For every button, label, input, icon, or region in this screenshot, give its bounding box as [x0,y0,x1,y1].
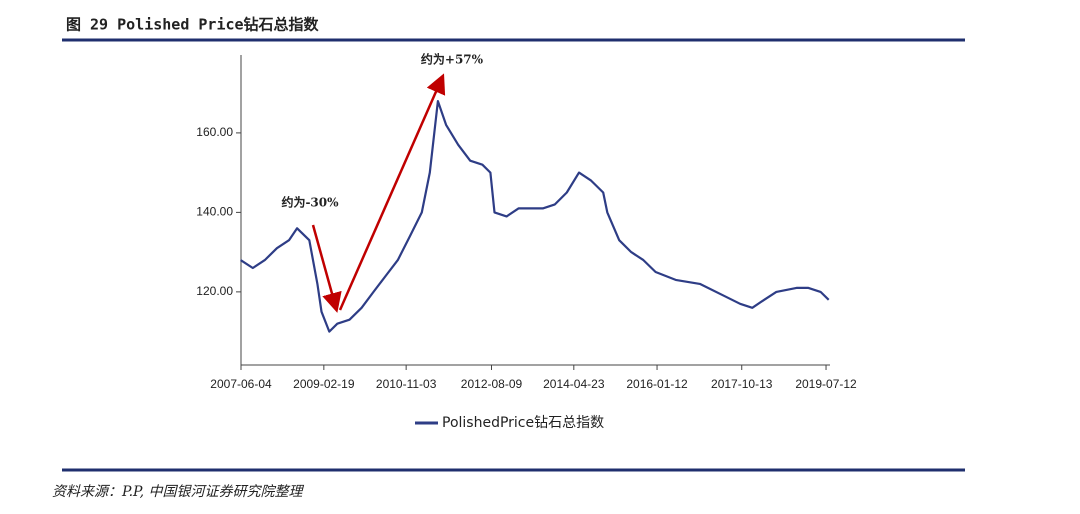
y-tick-label: 160.00 [196,125,233,139]
x-tick-label: 2007-06-04 [210,377,272,391]
legend-label: PolishedPrice钻石总指数 [442,415,604,431]
x-tick-label: 2016-01-12 [626,377,688,391]
x-tick-label: 2019-07-12 [795,377,857,391]
annotation-arrow [338,73,446,311]
x-tick-label: 2009-02-19 [293,377,355,391]
x-tick-label: 2014-04-23 [543,377,605,391]
y-tick-label: 120.00 [196,284,233,298]
y-tick-label: 140.00 [196,205,233,219]
x-tick-label: 2012-08-09 [461,377,523,391]
annotation: 约为-30% [281,195,339,210]
data-line [240,100,830,333]
x-tick-label: 2010-11-03 [376,377,437,391]
x-tick-label: 2017-10-13 [711,377,773,391]
annotation-arrow [311,224,342,313]
annotation: 约为+57% [421,52,484,67]
chart-title: 图 29 Polished Price钻石总指数 [66,16,320,34]
source-note: 资料来源：P.P, 中国银河证券研究院整理 [52,484,305,500]
